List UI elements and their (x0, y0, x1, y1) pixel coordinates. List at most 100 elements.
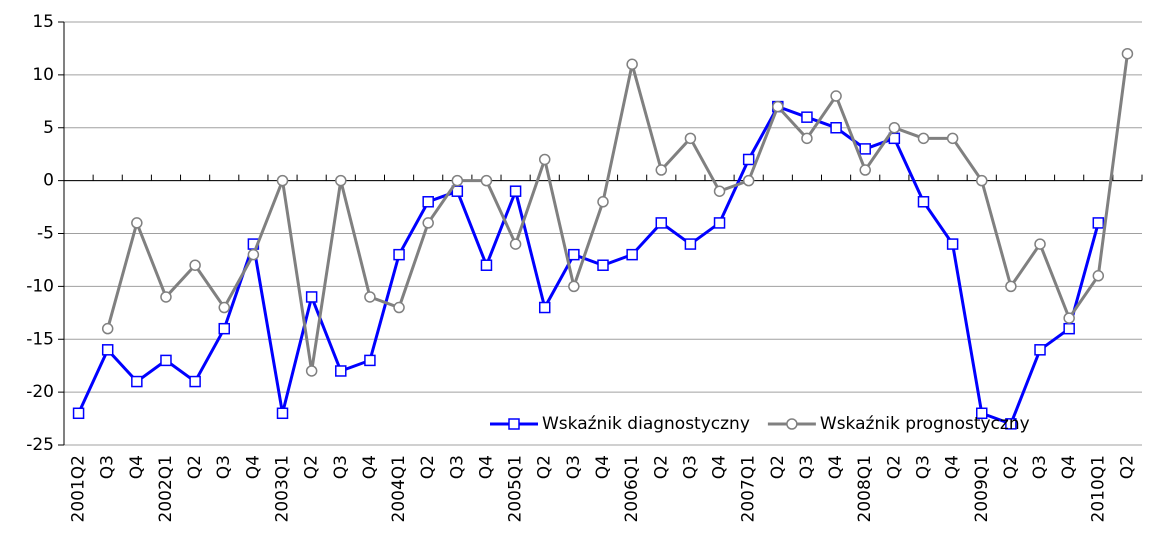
legend-label: Wskaźnik diagnostyczny (542, 414, 750, 434)
data-point (568, 248, 580, 261)
legend: Wskaźnik diagnostyczny Wskaźnik prognosty… (490, 414, 1030, 434)
data-point (276, 407, 289, 420)
y-tick-label: -20 (26, 382, 54, 402)
data-point (1092, 217, 1105, 229)
data-point (509, 238, 522, 250)
data-point (946, 238, 959, 250)
x-tick-label: 2005Q1 (506, 455, 526, 522)
x-tick-label: Q2 (302, 455, 322, 479)
y-tick-label: -5 (37, 224, 54, 244)
x-tick-label: 2006Q1 (622, 455, 642, 522)
x-tick-label: Q3 (913, 455, 933, 479)
y-tick-label: -15 (26, 329, 54, 349)
data-point (626, 248, 638, 261)
x-tick-label: Q4 (826, 455, 846, 479)
data-point (597, 259, 609, 271)
x-tick-label: Q4 (476, 455, 496, 479)
y-tick-label: 15 (32, 12, 54, 32)
data-point (742, 153, 755, 166)
data-point (451, 174, 464, 187)
x-tick-label: 2009Q1 (972, 455, 992, 522)
x-tick-label: Q3 (331, 455, 351, 479)
y-tick-label: 10 (32, 65, 54, 85)
data-point (830, 90, 842, 102)
x-tick-label: Q2 (651, 455, 671, 479)
x-tick-label: Q4 (243, 455, 263, 479)
x-tick-label: Q3 (680, 455, 700, 479)
data-point (655, 217, 668, 229)
data-point (538, 301, 551, 314)
y-tick-label: 5 (43, 118, 54, 138)
series-line (77, 104, 1100, 426)
data-point (131, 375, 143, 388)
x-tick-label: Q3 (214, 455, 234, 479)
data-point (480, 174, 493, 187)
x-tick-label: 2003Q1 (273, 455, 293, 522)
x-tick-label: 2002Q1 (156, 455, 176, 522)
legend-label: Wskaźnik prognostyczny (820, 414, 1030, 434)
data-point (189, 375, 201, 388)
data-point (597, 196, 609, 208)
x-tick-label: Q2 (535, 455, 555, 479)
data-point (276, 174, 289, 187)
data-point (1063, 312, 1075, 324)
data-point (160, 291, 172, 303)
x-tick-label: Q4 (1059, 455, 1079, 479)
x-tick-label: Q3 (564, 455, 584, 479)
data-point (509, 185, 522, 197)
data-point (1063, 322, 1075, 335)
data-point (101, 344, 114, 356)
y-tick-label: -10 (26, 276, 54, 296)
x-tick-label: Q2 (768, 455, 788, 479)
x-tick-label: Q4 (593, 455, 613, 479)
x-tick-label: 2004Q1 (389, 455, 409, 522)
data-point (713, 185, 726, 197)
data-point (393, 301, 405, 314)
x-tick-label: Q3 (797, 455, 817, 479)
x-tick-label: 2001Q2 (69, 455, 89, 522)
data-point (772, 100, 784, 113)
data-point (976, 174, 988, 187)
data-point (1121, 47, 1134, 60)
x-tick-label: Q2 (418, 455, 438, 479)
data-point (218, 322, 230, 335)
data-point (335, 174, 347, 187)
x-tick-label: Q4 (127, 455, 147, 479)
data-point (713, 217, 726, 229)
x-tick-label: Q4 (710, 455, 730, 479)
y-tick-label: 0 (43, 171, 54, 191)
data-point (830, 122, 842, 134)
data-point (1005, 418, 1017, 430)
x-tick-label: Q3 (1030, 455, 1050, 479)
data-point (801, 111, 813, 123)
data-point (364, 354, 376, 367)
data-point (684, 132, 697, 145)
data-point (131, 217, 143, 229)
data-point (422, 217, 434, 229)
y-tick-label: -25 (26, 435, 54, 455)
data-point (742, 174, 755, 187)
data-point (888, 122, 901, 134)
data-point (218, 301, 230, 314)
x-tick-label: Q4 (943, 455, 963, 479)
data-point (1092, 270, 1105, 282)
x-tick-label: Q3 (98, 455, 118, 479)
data-point (684, 238, 697, 250)
legend-marker (508, 418, 520, 430)
data-point (335, 365, 347, 377)
x-tick-label: Q3 (447, 455, 467, 479)
data-point (72, 407, 85, 420)
data-point (859, 143, 871, 155)
x-tick-label: 2010Q1 (1088, 455, 1108, 522)
data-point (422, 196, 434, 208)
data-point (160, 354, 172, 367)
data-point (568, 280, 580, 293)
data-point (626, 58, 638, 71)
data-point (917, 132, 930, 145)
data-point (247, 248, 260, 261)
data-point (917, 196, 930, 208)
data-point (1005, 280, 1017, 293)
data-point (801, 132, 813, 145)
data-point (305, 291, 318, 303)
